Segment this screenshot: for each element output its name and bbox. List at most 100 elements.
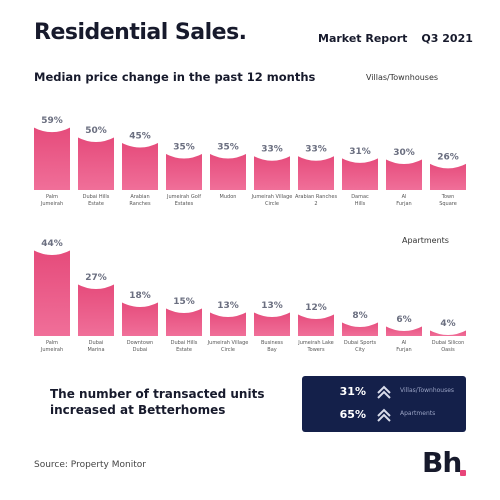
bar-cap [297,151,335,161]
bar-cap [385,322,423,331]
bar-cap [341,318,379,327]
category-label: Al [402,194,407,200]
category-label: Town [441,194,455,200]
category-label: Estate [176,347,192,353]
bar-cap [429,159,467,169]
bar-value-label: 6% [396,315,411,325]
bar-value-label: 35% [173,143,195,153]
bar-cap [165,149,203,159]
category-label: Dubai Silicon [432,340,465,346]
stat-value: 31% [339,385,366,398]
category-label: Dubai [133,347,148,353]
category-label: Dubai [89,340,104,346]
callout-text: The number of transacted units increased… [50,387,265,417]
bar-cap [253,308,291,317]
category-label: Jumeirah Golf [166,194,201,200]
report-label: Market Report [318,32,408,45]
brand-logo: Bh [422,446,462,479]
bar-value-label: 27% [85,273,107,283]
category-label: Arabian [130,194,149,200]
stat-label: Villas/Townhouses [400,387,455,394]
stat-label: Apartments [400,410,436,417]
bar-cap [121,298,159,307]
brand-logo-dot [460,470,466,476]
bar [122,140,158,190]
source-note: Source: Property Monitor [34,460,146,470]
double-chevron-up-icon [376,407,392,426]
category-label: Palm [46,340,58,346]
bar-value-label: 44% [41,239,63,249]
category-label: Damac [351,194,369,200]
bar-cap [33,123,71,133]
bar-cap [253,151,291,161]
bar-value-label: 33% [305,145,327,155]
category-label: Jumeirah [40,347,63,353]
villas-bar-chart: 59% Palm Jumeirah 50% Dubai Hills Estate 45% Ar… [30,110,470,214]
category-label: Jumeirah Village [207,340,249,346]
bar-value-label: 45% [129,132,151,142]
category-label: Circle [221,347,235,353]
bar-value-label: 26% [437,152,459,162]
bar-cap [297,310,335,319]
bar-cap [33,246,71,255]
chart-svg: 44%PalmJumeirah27%DubaiMarina18%Downtown… [33,239,467,353]
report-quarter: Q3 2021 [421,32,473,45]
transactions-panel: 31% Villas/Townhouses 65% Apartments [302,376,466,432]
stat-row-villas: 31% Villas/Townhouses [312,382,462,402]
category-label: Dubai Hills [171,340,198,346]
category-label: Estates [175,201,194,207]
bar-cap [77,133,115,142]
category-label: Ranches [129,201,151,207]
category-label: Towers [306,347,324,353]
category-label: Jumeirah Village [251,194,293,200]
category-label: Estate [88,201,104,207]
category-label: Oasis [441,347,455,353]
bar [78,282,114,336]
category-label: Furjan [396,347,411,353]
category-label: Marina [87,347,104,353]
bar-value-label: 13% [261,301,283,311]
bar-value-label: 31% [349,147,371,157]
segment-label-apartments: Apartments [402,236,449,245]
bar-cap [385,155,423,164]
bar [34,248,70,336]
category-label: Business [261,340,283,346]
category-label: Palm [46,194,58,200]
category-label: Hills [355,201,366,207]
bar-value-label: 35% [217,143,239,153]
category-label: Al [402,340,407,346]
bar-cap [165,304,203,313]
category-label: Furjan [396,201,411,207]
bar-value-label: 12% [305,303,327,313]
bar-cap [341,153,379,163]
bar-value-label: 8% [352,311,367,321]
bar-cap [209,308,247,317]
bar-value-label: 59% [41,116,63,126]
bar-cap [209,149,247,159]
category-label: Circle [265,201,279,207]
bar-value-label: 18% [129,291,151,301]
segment-label-villas: Villas/Townhouses [366,73,439,82]
stat-value: 65% [339,408,366,421]
category-label: Jumeirah [40,201,63,207]
bar-value-label: 30% [393,148,415,158]
category-label: Dubai Sports [344,340,377,346]
page-title: Residential Sales. [34,20,247,45]
category-label: 2 [314,201,317,207]
category-label: Mudon [220,194,237,200]
bar-value-label: 50% [85,126,107,136]
bar-value-label: 4% [440,319,455,329]
category-label: Bay [267,347,276,353]
report-header: Market Report Q3 2021 [318,32,473,45]
bar-value-label: 33% [261,145,283,155]
apartments-bar-chart: 44% Palm Jumeirah 27% Dubai Marina 18% Downtown… [30,238,470,362]
bar-cap [77,280,115,289]
bar-cap [121,138,159,148]
bar-cap [429,326,467,335]
double-chevron-up-icon [376,384,392,403]
category-label: Dubai Hills [83,194,110,200]
chart-subtitle: Median price change in the past 12 month… [34,70,316,84]
category-label: Square [439,201,457,207]
category-label: City [355,347,365,353]
